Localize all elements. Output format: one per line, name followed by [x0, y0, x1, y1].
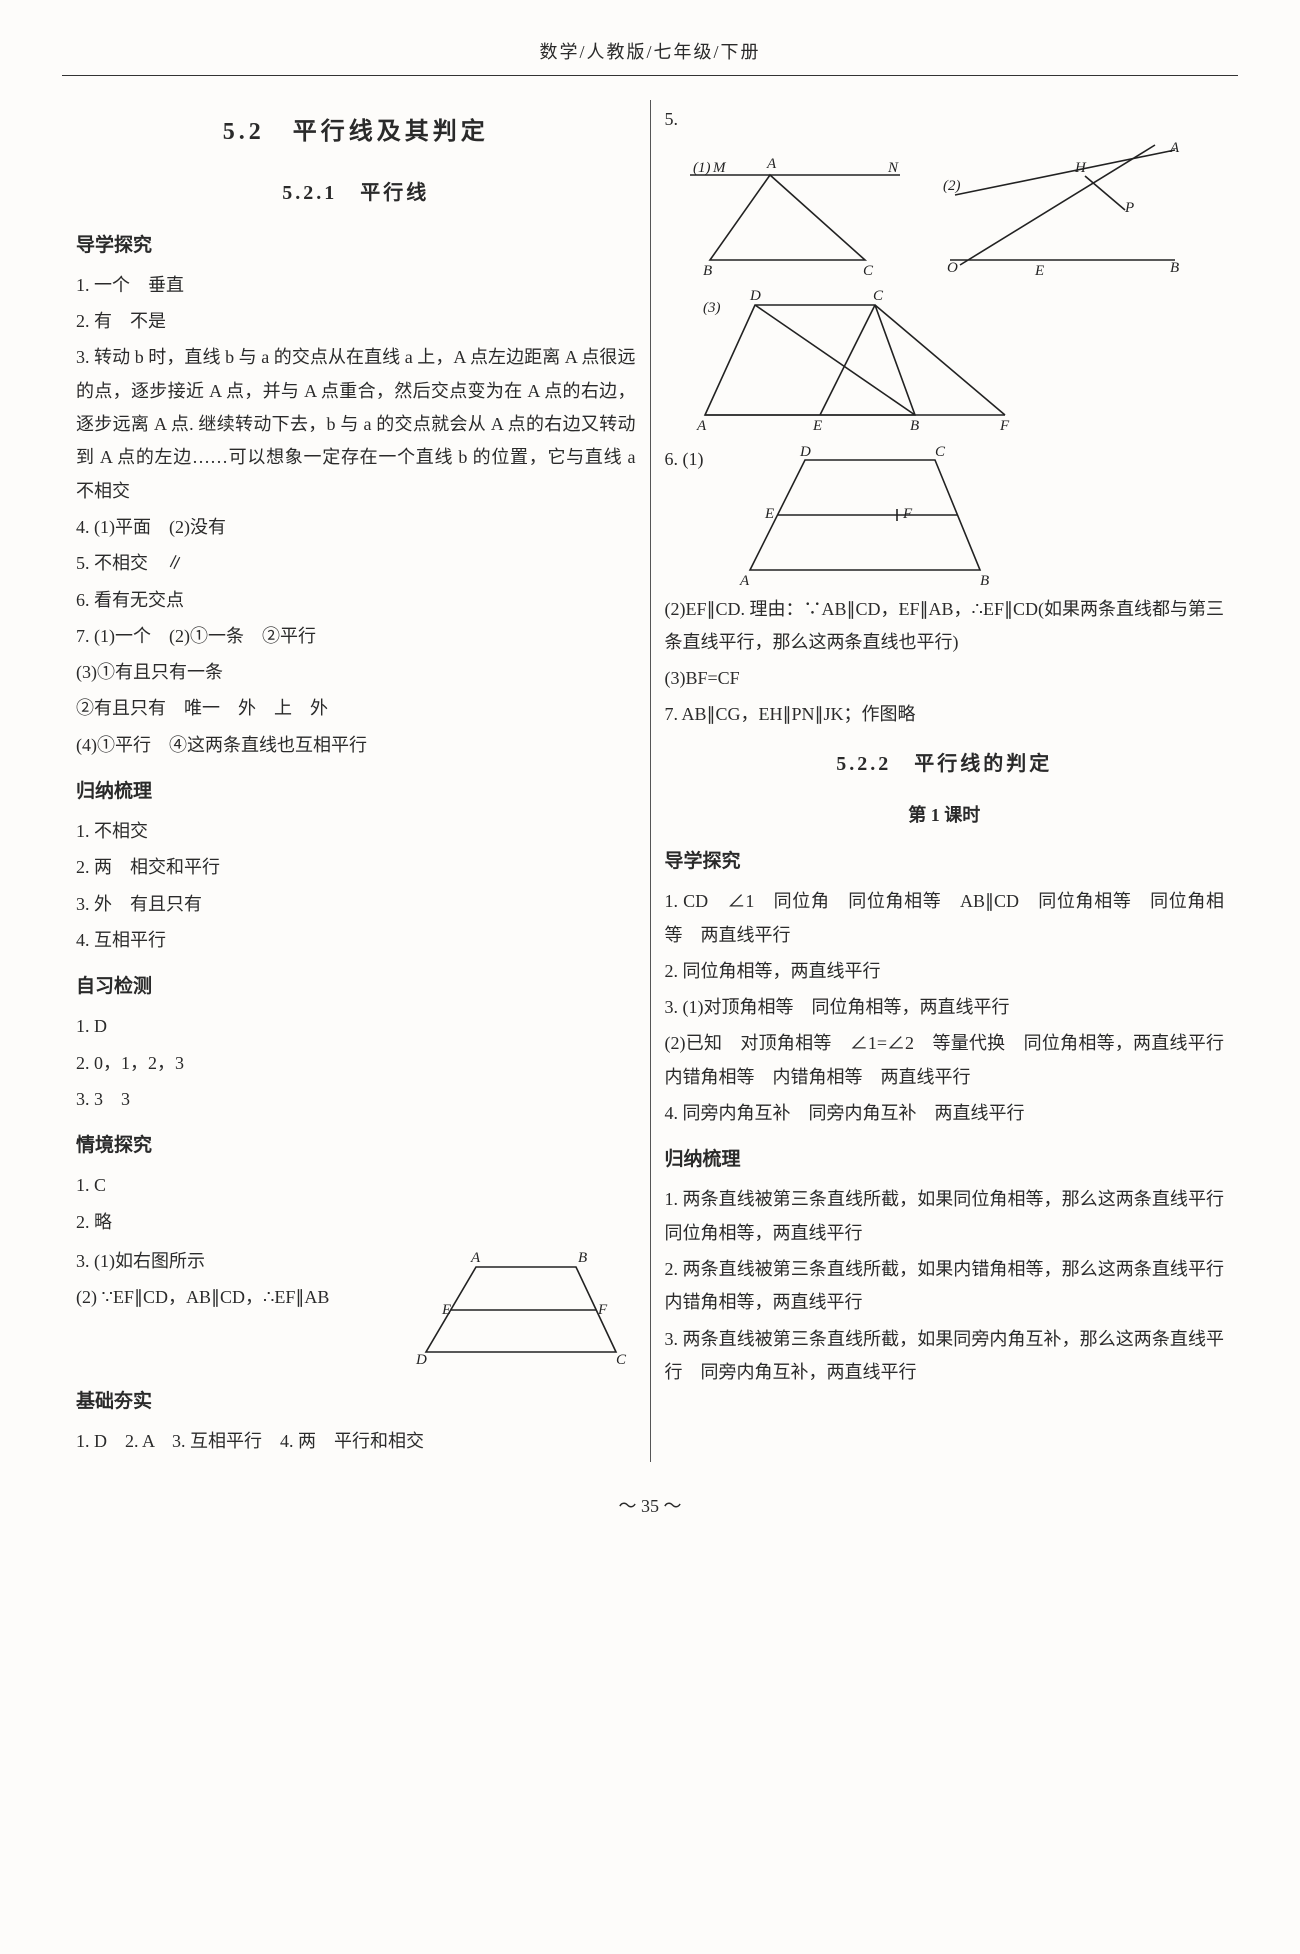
item: 7. AB∥CG，EH∥PN∥JK；作图略 — [665, 698, 1225, 731]
page-header: 数学/人教版/七年级/下册 — [62, 36, 1238, 76]
svg-text:F: F — [902, 506, 913, 522]
item: 1. D 2. A 3. 互相平行 4. 两 平行和相交 — [76, 1425, 636, 1458]
heading-daoxue-r: 导学探究 — [665, 844, 1225, 879]
svg-text:E: E — [812, 418, 822, 434]
left-column: 5.2 平行线及其判定 5.2.1 平行线 导学探究 1. 一个 垂直 2. 有… — [62, 100, 651, 1461]
svg-text:O: O — [947, 260, 958, 276]
page-footer: ～ 35 ～ — [62, 1490, 1238, 1523]
svg-text:E: E — [1034, 263, 1044, 279]
item: 3. 3 3 — [76, 1083, 636, 1116]
svg-text:E: E — [441, 1302, 451, 1318]
item: 4. 互相平行 — [76, 924, 636, 957]
svg-text:B: B — [980, 573, 989, 589]
svg-text:E: E — [764, 506, 774, 522]
svg-text:C: C — [935, 444, 946, 460]
figure-5-3: (3) D C A E B F — [665, 280, 1025, 440]
figure-5-2: (2) A H P O E B — [925, 140, 1185, 280]
svg-text:(2): (2) — [943, 178, 961, 194]
svg-text:B: B — [1170, 260, 1179, 276]
svg-text:F: F — [999, 418, 1010, 434]
item: 2. 同位角相等，两直线平行 — [665, 955, 1225, 988]
svg-text:C: C — [873, 288, 884, 304]
svg-text:A: A — [766, 156, 777, 172]
item: 1. CD ∠1 同位角 同位角相等 AB∥CD 同位角相等 同位角相等 两直线… — [665, 885, 1225, 952]
svg-text:(1): (1) — [693, 160, 711, 176]
item: 3. (1)对顶角相等 同位角相等，两直线平行 — [665, 991, 1225, 1024]
figure-row-6: 6. (1) D C E F A B — [665, 440, 1225, 590]
item: 6. 看有无交点 — [76, 584, 636, 617]
lesson-heading: 第 1 课时 — [665, 799, 1225, 832]
svg-text:F: F — [597, 1302, 608, 1318]
svg-text:B: B — [910, 418, 919, 434]
subsection-title: 5.2.1 平行线 — [76, 175, 636, 212]
item: 5. — [665, 103, 1225, 136]
item: 2. 两条直线被第三条直线所截，如果内错角相等，那么这两条直线平行 内错角相等，… — [665, 1253, 1225, 1320]
svg-text:A: A — [696, 418, 707, 434]
figure-5-1: (1) M A N B C — [665, 140, 915, 280]
heading-jichu: 基础夯实 — [76, 1384, 636, 1419]
item: (4)①平行 ④这两条直线也互相平行 — [76, 729, 636, 762]
item: 3. 外 有且只有 — [76, 888, 636, 921]
item: ②有且只有 唯一 外 上 外 — [76, 692, 636, 725]
svg-text:N: N — [887, 160, 899, 176]
item: (2)EF∥CD. 理由：∵AB∥CD，EF∥AB，∴EF∥CD(如果两条直线都… — [665, 593, 1225, 660]
item: 1. C — [76, 1169, 636, 1202]
figure-6-1: D C E F A B — [725, 440, 1005, 590]
item: 2. 有 不是 — [76, 305, 636, 338]
svg-text:D: D — [415, 1352, 427, 1368]
content-columns: 5.2 平行线及其判定 5.2.1 平行线 导学探究 1. 一个 垂直 2. 有… — [62, 100, 1238, 1461]
item: 2. 0，1，2，3 — [76, 1047, 636, 1080]
trapezoid-figure: A B E F D C — [406, 1242, 636, 1372]
svg-text:D: D — [749, 288, 761, 304]
heading-guina-r: 归纳梳理 — [665, 1142, 1225, 1177]
heading-qingjing: 情境探究 — [76, 1128, 636, 1163]
heading-zixi: 自习检测 — [76, 969, 636, 1004]
item: 1. D — [76, 1010, 636, 1043]
item: 4. 同旁内角互补 同旁内角互补 两直线平行 — [665, 1097, 1225, 1130]
item: (3)BF=CF — [665, 662, 1225, 695]
item: (2) ∵EF∥CD，AB∥CD，∴EF∥AB — [76, 1281, 396, 1314]
item: (2)已知 对顶角相等 ∠1=∠2 等量代换 同位角相等，两直线平行 内错角相等… — [665, 1027, 1225, 1094]
svg-text:A: A — [739, 573, 750, 589]
item: 2. 两 相交和平行 — [76, 851, 636, 884]
item: 2. 略 — [76, 1206, 636, 1239]
subsection-title-2: 5.2.2 平行线的判定 — [665, 746, 1225, 783]
svg-text:H: H — [1074, 160, 1087, 176]
heading-daoxue: 导学探究 — [76, 228, 636, 263]
svg-text:A: A — [1169, 140, 1180, 156]
svg-text:P: P — [1124, 200, 1134, 216]
item: 3. (1)如右图所示 — [76, 1245, 396, 1278]
svg-text:A: A — [470, 1250, 481, 1266]
svg-text:M: M — [712, 160, 727, 176]
figure-row: 3. (1)如右图所示 (2) ∵EF∥CD，AB∥CD，∴EF∥AB A B E… — [76, 1242, 636, 1372]
section-title: 5.2 平行线及其判定 — [76, 110, 636, 154]
svg-text:D: D — [799, 444, 811, 460]
heading-guina: 归纳梳理 — [76, 774, 636, 809]
item: 7. (1)一个 (2)①一条 ②平行 — [76, 620, 636, 653]
svg-text:C: C — [863, 263, 874, 279]
figure-row-5: (1) M A N B C (2) A H — [665, 140, 1225, 280]
item-long: 3. 转动 b 时，直线 b 与 a 的交点从在直线 a 上，A 点左边距离 A… — [76, 341, 636, 507]
item: 3. 两条直线被第三条直线所截，如果同旁内角互补，那么这两条直线平行 同旁内角互… — [665, 1323, 1225, 1390]
svg-text:B: B — [703, 263, 712, 279]
item: (3)①有且只有一条 — [76, 656, 636, 689]
svg-text:C: C — [616, 1352, 627, 1368]
svg-text:(3): (3) — [703, 300, 721, 316]
item: 1. 一个 垂直 — [76, 269, 636, 302]
right-column: 5. (1) MAN BC — [651, 100, 1239, 1461]
item: 1. 不相交 — [76, 815, 636, 848]
item: 4. (1)平面 (2)没有 — [76, 511, 636, 544]
item: 6. (1) — [665, 443, 715, 476]
item: 5. 不相交 ∥ — [76, 547, 636, 580]
svg-text:B: B — [578, 1250, 587, 1266]
figure-5-3-wrap: (3) D C A E B F — [665, 280, 1225, 440]
item: 1. 两条直线被第三条直线所截，如果同位角相等，那么这两条直线平行 同位角相等，… — [665, 1183, 1225, 1250]
